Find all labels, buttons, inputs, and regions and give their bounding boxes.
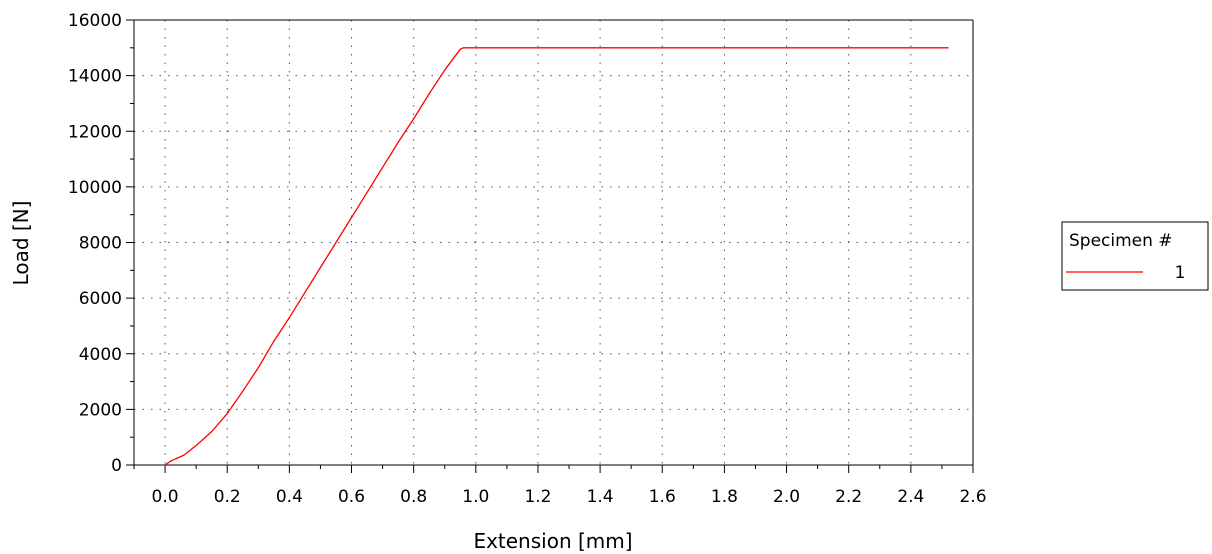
y-axis-ticks: 0 2000 4000 6000 8000 10000 12000 14000 16000	[68, 11, 134, 476]
x-axis-ticks: 0.0 0.2 0.4 0.6 0.8 1.0 1.2 1.4 1.6 1.8 2.0 2.2 2.4 2…	[133, 465, 987, 507]
data-point	[366, 191, 368, 194]
data-point	[413, 118, 415, 120]
x-tick-label: 1.2	[524, 487, 551, 507]
data-point	[459, 48, 461, 50]
data-point	[304, 291, 306, 294]
x-tick-label: 0.8	[400, 487, 427, 507]
y-tick-label: 8000	[79, 234, 122, 254]
y-tick-label: 2000	[79, 400, 122, 420]
data-point	[183, 454, 185, 456]
y-tick-label: 6000	[79, 289, 122, 309]
series-line-1	[164, 47, 949, 466]
data-point	[319, 266, 322, 269]
legend-title: Specimen #	[1069, 231, 1173, 251]
data-point	[242, 390, 244, 392]
x-tick-label: 2.6	[959, 487, 986, 507]
data-point	[288, 316, 290, 319]
x-tick-label: 2.2	[835, 487, 862, 507]
y-tick-label: 0	[111, 456, 122, 476]
grid-lines	[134, 20, 974, 465]
x-tick-label: 1.4	[587, 487, 614, 507]
x-tick-label: 1.6	[649, 487, 676, 507]
y-tick-label: 16000	[68, 11, 122, 31]
data-point	[257, 367, 259, 369]
data-point	[335, 241, 337, 244]
series-layer	[164, 47, 949, 466]
data-point	[947, 47, 949, 49]
data-point	[350, 216, 353, 219]
x-tick-label: 1.8	[711, 487, 738, 507]
y-tick-label: 10000	[68, 178, 122, 198]
data-point	[444, 69, 446, 71]
data-point	[273, 340, 275, 342]
x-tick-label: 1.0	[462, 487, 489, 507]
data-point	[462, 47, 464, 49]
y-tick-label: 14000	[68, 67, 122, 87]
data-point	[397, 141, 399, 143]
x-tick-label: 0.2	[214, 487, 241, 507]
legend-series-label: 1	[1175, 263, 1186, 283]
y-tick-label: 12000	[68, 122, 122, 142]
data-point	[170, 460, 172, 462]
data-point	[195, 444, 197, 447]
data-point	[428, 93, 430, 95]
y-axis-label: Load [N]	[9, 201, 33, 286]
data-point	[381, 166, 384, 169]
x-tick-label: 0.6	[338, 487, 365, 507]
axes	[133, 19, 974, 466]
data-point	[211, 431, 213, 433]
legend-box	[1061, 221, 1209, 291]
x-axis-label: Extension [mm]	[473, 529, 632, 553]
x-tick-label: 2.4	[897, 487, 924, 507]
y-tick-label: 4000	[79, 345, 122, 365]
data-point	[164, 464, 166, 466]
x-tick-label: 0.4	[276, 487, 303, 507]
data-point	[226, 412, 228, 415]
x-tick-label: 2.0	[773, 487, 800, 507]
legend: Specimen # 1	[1061, 221, 1209, 291]
x-tick-label: 0.0	[152, 487, 179, 507]
